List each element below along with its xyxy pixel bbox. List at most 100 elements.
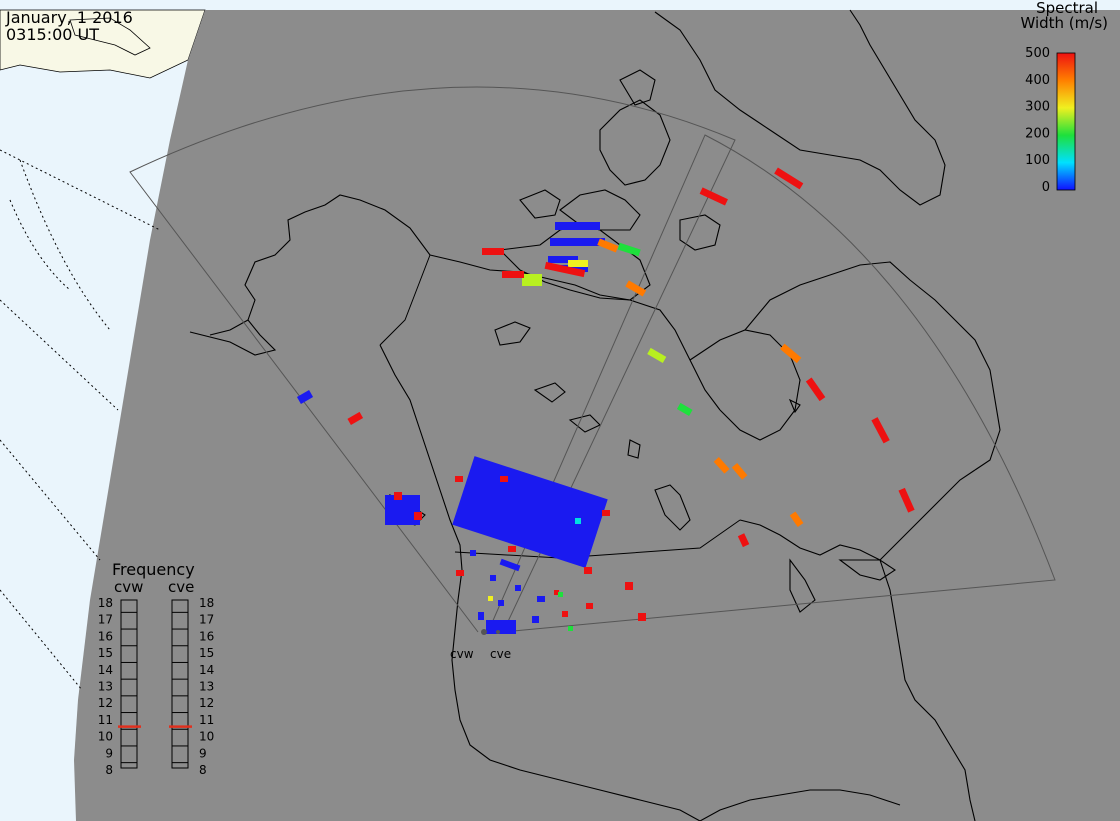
frequency-tick-label: 12 xyxy=(98,696,113,710)
frequency-tick-label: 16 xyxy=(199,629,214,643)
coastlines xyxy=(189,9,1001,821)
scatter-cell xyxy=(532,616,539,623)
frequency-title: Frequency xyxy=(112,560,195,579)
scatter-cell xyxy=(789,511,804,528)
scatter-cell xyxy=(455,476,463,482)
night-region xyxy=(74,10,1120,821)
frequency-tick-label: 13 xyxy=(199,680,214,694)
scatter-cell xyxy=(586,603,593,609)
frequency-tick-label: 18 xyxy=(98,596,113,610)
scatter-cell xyxy=(871,417,890,444)
colorbar-tick-label: 0 xyxy=(1042,180,1050,195)
frequency-tick-label: 10 xyxy=(199,730,214,744)
frequency-cve-label: cve xyxy=(168,578,194,596)
scatter-cell xyxy=(555,222,600,230)
frequency-panel: Frequency cvw cve 18 18 17 17 16 16 15 15 14 14 13… xyxy=(98,560,215,777)
fov-cvw xyxy=(129,86,736,633)
scatter-cell xyxy=(478,612,484,620)
colorbar-tick-label: 300 xyxy=(1025,100,1050,115)
scatter-cell xyxy=(625,280,647,297)
scatter-cell xyxy=(625,582,633,590)
scatter-cell xyxy=(414,512,422,520)
scatter-cell xyxy=(498,600,504,606)
scatter-cell xyxy=(550,238,605,246)
scatter-cell xyxy=(676,402,693,416)
scatter-cell xyxy=(385,495,420,525)
scatter-cell xyxy=(617,242,641,257)
colorbar-title-line1: Spectral xyxy=(1036,0,1098,17)
scatter-cell xyxy=(558,592,563,597)
scatter-cell xyxy=(602,510,610,516)
colorbar-tick-label: 200 xyxy=(1025,126,1050,141)
scatter-cell xyxy=(296,390,314,404)
frequency-tick-label: 8 xyxy=(199,763,207,777)
colorbar: Spectral Width (m/s) 500 400 300 200 100 0 xyxy=(1020,0,1108,195)
radar-fov xyxy=(129,86,1056,633)
frequency-ticks: 18 18 17 17 16 16 15 15 14 14 13 13 12 12 11 11 10 10 9 9 8 8 xyxy=(98,596,215,777)
frequency-tick-label: 8 xyxy=(105,763,113,777)
fov-cve xyxy=(487,134,1056,633)
colorbar-tick-label: 400 xyxy=(1025,73,1050,88)
frequency-tick-label: 12 xyxy=(199,696,214,710)
scatter-cell xyxy=(805,377,826,402)
date-label: January, 1 2016 xyxy=(5,8,133,27)
backscatter-cells xyxy=(296,167,915,634)
frequency-tick-label: 17 xyxy=(199,613,214,627)
frequency-tick-label: 11 xyxy=(199,713,214,727)
scatter-cell xyxy=(584,567,592,574)
scatter-cell xyxy=(780,343,802,364)
scatter-cell xyxy=(486,620,516,634)
radar-site-marker xyxy=(496,630,500,634)
scatter-cell xyxy=(482,248,504,255)
frequency-tick-label: 16 xyxy=(98,629,113,643)
scatter-cell xyxy=(394,492,402,500)
frequency-gauge-cve xyxy=(171,599,189,769)
scatter-cell xyxy=(731,462,748,480)
scatter-cell xyxy=(638,613,646,621)
scatter-cell xyxy=(508,546,516,552)
colorbar-title-line2: Width (m/s) xyxy=(1020,14,1108,32)
scatter-cell xyxy=(575,518,581,524)
colorbar-tick-label: 100 xyxy=(1025,153,1050,168)
day-land xyxy=(0,9,206,79)
scatter-cell xyxy=(774,167,804,190)
frequency-tick-label: 15 xyxy=(199,646,214,660)
frequency-tick-label: 9 xyxy=(105,746,113,760)
frequency-tick-label: 10 xyxy=(98,730,113,744)
scatter-cell xyxy=(500,476,508,482)
scatter-cell xyxy=(713,457,730,474)
scatter-cell xyxy=(737,533,750,548)
scatter-cell xyxy=(548,256,578,263)
frequency-tick-label: 13 xyxy=(98,680,113,694)
scatter-cell xyxy=(699,187,728,206)
scatter-cell xyxy=(568,260,588,267)
frequency-tick-label: 15 xyxy=(98,646,113,660)
scatter-cell xyxy=(470,550,476,556)
scatter-cell xyxy=(502,271,524,278)
radar-label-cvw: cvw xyxy=(450,647,474,661)
scatter-cell xyxy=(537,596,545,602)
colorbar-ticks: 500 400 300 200 100 0 xyxy=(1025,46,1050,195)
scatter-cell xyxy=(544,261,586,278)
frequency-tick-label: 9 xyxy=(199,746,207,760)
scatter-cell xyxy=(562,611,568,617)
scatter-cell xyxy=(490,575,496,581)
scatter-cell xyxy=(554,590,559,595)
time-label: 0315:00 UT xyxy=(6,25,99,44)
radar-site-marker xyxy=(481,629,487,635)
frequency-tick-label: 14 xyxy=(199,663,214,677)
frequency-tick-label: 18 xyxy=(199,596,214,610)
scatter-cell xyxy=(597,238,619,253)
radar-label-cve: cve xyxy=(490,647,511,661)
scatter-cell xyxy=(456,570,464,576)
frequency-cvw-label: cvw xyxy=(114,578,143,596)
scatter-cell xyxy=(499,558,521,572)
scatter-cell-patch xyxy=(452,456,608,568)
scatter-cell xyxy=(347,411,364,425)
day-island xyxy=(69,17,151,56)
scatter-cell xyxy=(568,626,573,631)
frequency-tick-label: 14 xyxy=(98,663,113,677)
colorbar-gradient xyxy=(1056,52,1076,191)
